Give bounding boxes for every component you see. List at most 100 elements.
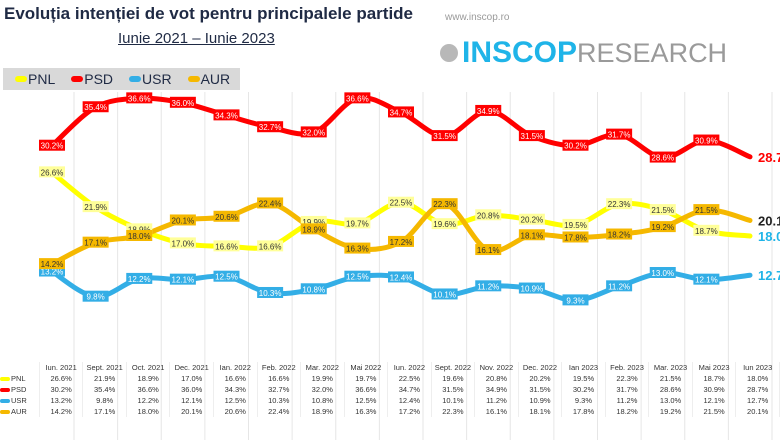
data-label-box [431,218,458,230]
data-label-box [475,244,502,256]
legend-item-usr: USR [129,71,172,87]
data-label-psd: 28.6% [651,154,674,163]
legend-swatch-icon [71,76,84,82]
data-label-box [431,198,458,210]
data-label-box [126,92,153,104]
chart-subtitle: Iunie 2021 – Iunie 2023 [118,30,275,47]
column-header: Mai 2023 [692,362,737,373]
data-label-psd: 30.2% [41,142,64,151]
table-cell: 10.8% [300,395,345,406]
data-label-box [693,224,720,236]
data-label-box [475,104,502,116]
table-cell: 31.7% [605,384,650,395]
table-cell: 36.0% [169,384,214,395]
data-label-usr: 13.2% [41,268,64,277]
table-cell: 16.6% [213,373,258,384]
table-cell: 10.1% [431,395,476,406]
table-cell: 18.0% [126,406,171,417]
table-cell: 19.7% [344,373,389,384]
data-label-psd: 34.7% [390,108,413,117]
data-label-aur: 18.2% [608,231,631,240]
table-header-row: Iun. 2021 Sept. 2021 Oct. 2021 Dec. 2021 Ian… [0,362,780,373]
data-label-box [213,109,240,121]
table-cell: 12.5% [213,395,258,406]
table-cell: 14.2% [39,406,84,417]
data-label-box [39,265,65,277]
data-label-box [300,215,327,227]
table-cell: 19.9% [300,373,345,384]
data-label-psd: 30.9% [695,137,718,146]
data-label-box [344,217,371,229]
data-label-box [39,166,65,178]
table-cell: 28.7% [735,384,780,395]
table-cell: 17.0% [169,373,214,384]
data-label-aur: 18.9% [302,225,325,234]
column-header: Iun 2023 [735,362,780,373]
data-label-pnl: 21.5% [651,206,674,215]
column-header: Mar. 2022 [300,362,345,373]
table-cell: 18.9% [126,373,171,384]
table-cell: 9.8% [82,395,127,406]
data-label-box [475,209,502,221]
column-header: Sept. 2021 [82,362,127,373]
data-label-usr: 12.1% [695,276,718,285]
data-label-aur: 18.1% [521,231,544,240]
data-label-pnl: 20.2% [521,216,544,225]
table-cell: 20.1% [735,406,780,417]
data-table: Iun. 2021 Sept. 2021 Oct. 2021 Dec. 2021 Ian… [0,362,780,417]
table-cell: 19.5% [561,373,606,384]
table-cell: 36.6% [126,384,171,395]
table-cell: 28.6% [648,384,693,395]
row-label: PSD [0,384,40,395]
legend-item-aur: AUR [187,71,231,87]
legend-label: AUR [200,71,231,87]
data-label-usr: 12.5% [215,273,238,282]
table-cell: 36.6% [344,384,389,395]
table-cell: 16.6% [257,373,302,384]
data-label-pnl: 22.3% [608,200,631,209]
data-label-box [606,280,633,292]
table-cell: 11.2% [474,395,519,406]
data-label-aur: 20.6% [215,213,238,222]
table-cell: 30.2% [561,384,606,395]
data-label-usr: 12.1% [172,276,195,285]
table-cell: 22.3% [431,406,476,417]
table-row: PNL 26.6% 21.9% 18.9% 17.0% 16.6% 16.6% 19.9% 19… [0,373,780,384]
data-label-box [126,230,153,241]
data-label-usr: 10.3% [259,289,282,298]
data-label-box [213,270,240,282]
data-label-aur: 17.2% [390,238,413,247]
data-label-psd: 32.7% [259,123,282,132]
data-label-box [562,231,589,243]
column-header: Dec. 2022 [518,362,563,373]
data-label-box [257,121,284,133]
table-cell: 18.7% [692,373,737,384]
data-label-box [649,267,676,278]
data-label-box [126,272,153,284]
data-label-pnl: 22.5% [390,199,413,208]
data-label-usr: 12.5% [346,273,369,282]
table-cell: 34.7% [387,384,432,395]
data-label-box [431,130,458,142]
data-label-box [257,197,284,209]
data-label-aur: 17.8% [564,233,587,242]
legend-label: USR [142,71,172,87]
data-label-box [82,236,109,248]
data-label-usr: 9.3% [566,296,584,305]
table-cell: 13.0% [648,395,693,406]
data-label-box [388,196,414,208]
table-cell: 35.4% [82,384,127,395]
table-cell: 12.1% [692,395,737,406]
legend-item-psd: PSD [71,71,113,87]
data-label-pnl: 18.9% [128,225,151,234]
column-header: Oct. 2021 [126,362,171,373]
table-cell: 19.6% [431,373,476,384]
table-cell: 10.3% [257,395,302,406]
data-label-box [300,126,327,138]
data-label-pnl: 16.6% [259,242,282,251]
data-label-box [518,130,545,142]
data-label-psd: 35.4% [84,103,107,112]
data-label-box [257,286,284,298]
table-cell: 20.8% [474,373,519,384]
table-cell: 12.5% [344,395,389,406]
